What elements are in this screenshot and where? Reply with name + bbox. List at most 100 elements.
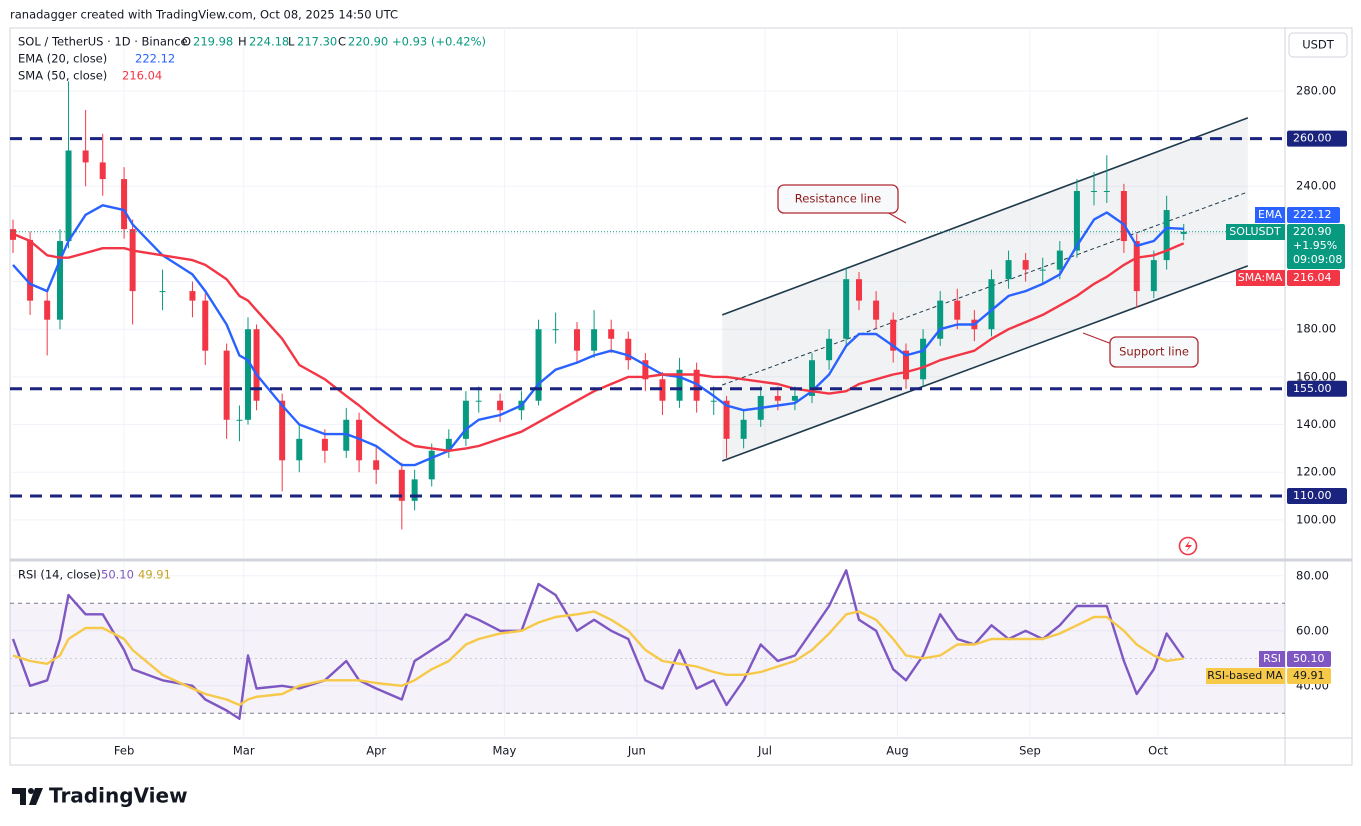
level-tag-label: 260.00 bbox=[1293, 132, 1332, 145]
ohlc-key: O bbox=[182, 35, 191, 49]
candle-body bbox=[791, 395, 798, 401]
candle-body bbox=[497, 400, 504, 411]
candle-body bbox=[129, 229, 136, 292]
candle-body bbox=[920, 338, 927, 380]
candle-body bbox=[244, 329, 251, 420]
logo-dot bbox=[28, 788, 34, 794]
series-line bbox=[11, 569, 1185, 720]
sma-tag-text: SMA:MA bbox=[1238, 271, 1283, 284]
x-tick-label: Feb bbox=[114, 744, 134, 758]
candle-body bbox=[659, 379, 666, 401]
y-tick-label: 180.00 bbox=[1296, 322, 1336, 336]
ohlc-key: H bbox=[238, 35, 247, 49]
icon-bolt[interactable] bbox=[1185, 540, 1192, 552]
ohlc-value: 217.30 bbox=[297, 35, 337, 49]
x-tick-label: Jul bbox=[757, 744, 772, 758]
callout-box bbox=[1109, 336, 1199, 368]
symbol-tag-change: +1.95% bbox=[1293, 239, 1337, 252]
candle-body bbox=[99, 162, 106, 180]
level-tag bbox=[1287, 130, 1347, 147]
candle-body bbox=[1056, 250, 1063, 270]
unit-box[interactable] bbox=[1288, 32, 1348, 58]
y-tick-label: 60.00 bbox=[1296, 623, 1329, 637]
candle-body bbox=[1133, 241, 1140, 292]
symbol-tag-label bbox=[1226, 224, 1285, 240]
band-fill bbox=[10, 603, 1285, 714]
candle-body bbox=[27, 239, 34, 301]
candle-body bbox=[676, 369, 683, 401]
candle-body bbox=[279, 400, 286, 461]
candle-body bbox=[856, 279, 863, 301]
x-tick-label: May bbox=[492, 744, 516, 758]
candle-body bbox=[1039, 269, 1046, 271]
candle-body bbox=[253, 329, 260, 401]
x-tick-label: Oct bbox=[1148, 744, 1168, 758]
x-tick-label: Apr bbox=[366, 744, 386, 758]
level-tag-label: 110.00 bbox=[1293, 489, 1332, 502]
ema-tag-label bbox=[1255, 207, 1285, 223]
alert-icon[interactable] bbox=[1178, 536, 1198, 556]
candle-body bbox=[826, 338, 833, 361]
y-tick-label: 120.00 bbox=[1296, 465, 1336, 479]
brand: TradingView bbox=[49, 784, 188, 808]
support-callout: Support line bbox=[1082, 332, 1199, 368]
candle-body bbox=[988, 279, 995, 330]
rsi-ma-tag bbox=[1287, 668, 1331, 684]
ohlc-key: L bbox=[288, 35, 295, 49]
ema-legend-value: 222.12 bbox=[135, 52, 175, 66]
chart-frame bbox=[9, 27, 1353, 766]
x-tick-label: Jun bbox=[627, 744, 646, 758]
candle-body bbox=[65, 150, 72, 242]
candle-body bbox=[1022, 260, 1029, 270]
sma-legend: SMA (50, close) bbox=[18, 69, 107, 83]
candle-body bbox=[642, 360, 649, 380]
rsi-ma-tag-label bbox=[1206, 668, 1285, 684]
rsi-tag-text: RSI bbox=[1263, 652, 1281, 665]
candle-body bbox=[411, 479, 418, 501]
candle-body bbox=[475, 400, 482, 402]
candle-body bbox=[573, 329, 580, 351]
ema-legend: EMA (20, close) bbox=[18, 52, 107, 66]
candle-body bbox=[1073, 191, 1080, 251]
unit[interactable]: USDT bbox=[1302, 38, 1335, 52]
logo-shape bbox=[12, 788, 26, 805]
credit: ranadagger created with TradingView.com,… bbox=[10, 8, 398, 22]
candle-body bbox=[608, 329, 615, 339]
rsi-ma-tag-value: 49.91 bbox=[1293, 669, 1325, 682]
candle-body bbox=[1163, 210, 1170, 261]
x-tick-label: Aug bbox=[886, 744, 908, 758]
candle-body bbox=[903, 350, 910, 380]
level-tag bbox=[1287, 488, 1347, 505]
candle-body bbox=[1091, 191, 1098, 193]
y-tick-label: 240.00 bbox=[1296, 179, 1336, 193]
ohlc-key: C bbox=[338, 35, 346, 49]
candle-body bbox=[1120, 191, 1127, 242]
ema-tag-text: EMA bbox=[1258, 208, 1282, 221]
candle-body bbox=[1180, 231, 1187, 234]
rsi-tag-label bbox=[1259, 651, 1285, 667]
rsi-ma-legend-value: 49.91 bbox=[138, 568, 171, 582]
candle-body bbox=[398, 469, 405, 501]
change: +0.93 (+0.42%) bbox=[392, 35, 486, 49]
sma-legend-value: 216.04 bbox=[122, 69, 162, 83]
icon-circle[interactable] bbox=[1178, 536, 1198, 556]
candle-body bbox=[462, 400, 469, 439]
candle-body bbox=[121, 179, 128, 230]
candle-body bbox=[44, 300, 51, 320]
candle-body bbox=[723, 400, 730, 439]
symbol-tag-price: 220.90 bbox=[1293, 225, 1332, 238]
symbol-title: SOL / TetherUS · 1D · Binance bbox=[18, 35, 188, 49]
sma-tag bbox=[1287, 270, 1340, 286]
candle-body bbox=[223, 350, 230, 420]
candle-body bbox=[428, 450, 435, 480]
candle-body bbox=[1005, 260, 1012, 280]
y-tick-label: 160.00 bbox=[1296, 369, 1336, 383]
symbol-tag-countdown: 09:09:08 bbox=[1293, 253, 1342, 266]
candle-body bbox=[873, 300, 880, 320]
channel-fill bbox=[722, 117, 1248, 462]
channel-midline bbox=[722, 191, 1249, 386]
sma-tag-value: 216.04 bbox=[1293, 271, 1332, 284]
candle-body bbox=[710, 400, 717, 402]
candle-body bbox=[159, 291, 166, 293]
callout-box bbox=[777, 184, 899, 214]
